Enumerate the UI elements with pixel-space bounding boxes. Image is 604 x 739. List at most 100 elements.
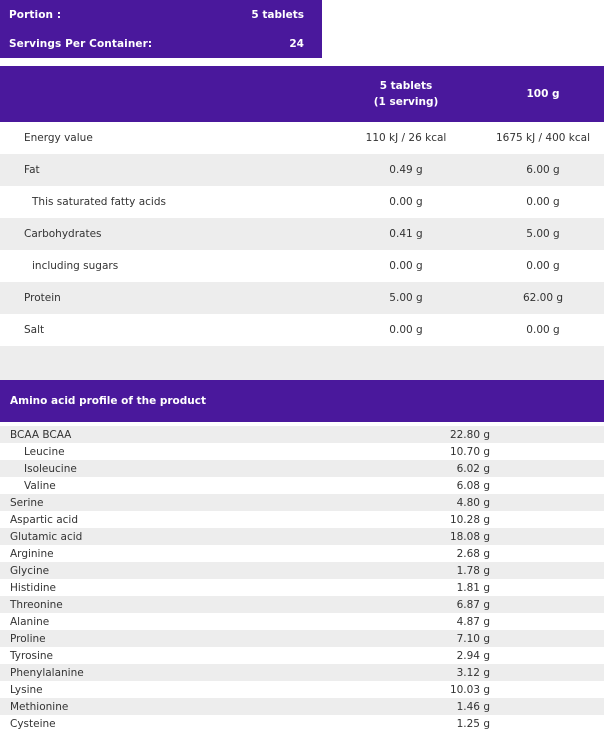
- amino-acid-name: Histidine: [10, 581, 57, 594]
- column-header-per-100g: 100 g: [482, 66, 604, 122]
- amino-acid-row: Leucine 10.70 g: [0, 443, 604, 460]
- amino-acid-row: Methionine 1.46 g: [0, 698, 604, 715]
- column-header-serving-line2: (1 serving): [373, 96, 439, 108]
- nutrition-row-name: including sugars: [32, 260, 119, 272]
- amino-acid-value: 2.94 g: [456, 649, 490, 662]
- amino-acid-value: 3.12 g: [456, 666, 490, 679]
- nutrition-row: Fat 0.49 g 6.00 g: [0, 154, 604, 186]
- amino-acid-section-header: Amino acid profile of the product: [0, 380, 604, 422]
- amino-acid-name: Isoleucine: [24, 462, 77, 475]
- nutrition-row-value-per-100g: 0.00 g: [526, 196, 560, 208]
- portion-summary-block: Portion : 5 tablets Servings Per Contain…: [0, 0, 322, 58]
- nutrition-row-value-per-serving: 0.49 g: [389, 164, 423, 176]
- nutrition-row-value-per-100g: 0.00 g: [526, 324, 560, 336]
- nutrition-row: Salt 0.00 g 0.00 g: [0, 314, 604, 346]
- nutrition-row-value-per-100g: 6.00 g: [526, 164, 560, 176]
- amino-acid-row: Threonine 6.87 g: [0, 596, 604, 613]
- amino-acid-row: Serine 4.80 g: [0, 494, 604, 511]
- amino-acid-value: 7.10 g: [456, 632, 490, 645]
- nutrition-row-name: Salt: [24, 324, 45, 336]
- amino-acid-value: 6.08 g: [456, 479, 490, 492]
- amino-acid-value: 1.81 g: [456, 581, 490, 594]
- servings-per-container-value: 24: [289, 37, 304, 50]
- nutrition-row: including sugars 0.00 g 0.00 g: [0, 250, 604, 282]
- amino-acid-name: Glutamic acid: [10, 530, 83, 543]
- nutrition-row: Energy value 110 kJ / 26 kcal 1675 kJ / 40…: [0, 122, 604, 154]
- amino-acid-value: 4.87 g: [456, 615, 490, 628]
- amino-acid-row: Proline 7.10 g: [0, 630, 604, 647]
- servings-per-container-label: Servings Per Container:: [9, 37, 153, 50]
- nutrition-row-value-per-serving: 5.00 g: [389, 292, 423, 304]
- portion-label: Portion :: [9, 8, 62, 21]
- amino-acid-value: 1.25 g: [456, 717, 490, 730]
- amino-acid-row: Tyrosine 2.94 g: [0, 647, 604, 664]
- nutrition-row-name: This saturated fatty acids: [32, 196, 166, 208]
- section-spacer: [0, 346, 604, 380]
- nutrition-row: This saturated fatty acids 0.00 g 0.00 g: [0, 186, 604, 218]
- column-header-serving: 5 tablets (1 serving): [330, 66, 482, 122]
- amino-acid-row: Cysteine 1.25 g: [0, 715, 604, 732]
- amino-acid-row: Isoleucine 6.02 g: [0, 460, 604, 477]
- nutrition-row: Protein 5.00 g 62.00 g: [0, 282, 604, 314]
- nutrition-row-name: Energy value: [24, 132, 93, 144]
- nutrition-row-value-per-serving: 0.00 g: [389, 324, 423, 336]
- amino-acid-row: Phenylalanine 3.12 g: [0, 664, 604, 681]
- amino-acid-name: Arginine: [10, 547, 54, 560]
- amino-acid-row: Valine 6.08 g: [0, 477, 604, 494]
- nutrition-row-value-per-serving: 0.00 g: [389, 260, 423, 272]
- amino-acid-row: Aspartic acid 10.28 g: [0, 511, 604, 528]
- amino-acid-row: Alanine 4.87 g: [0, 613, 604, 630]
- amino-acid-name: Proline: [10, 632, 46, 645]
- nutrition-row-name: Fat: [24, 164, 40, 176]
- amino-acid-value: 10.70 g: [449, 445, 490, 458]
- amino-acid-value: 1.46 g: [456, 700, 490, 713]
- amino-acid-value: 2.68 g: [456, 547, 490, 560]
- nutrition-row-value-per-serving: 110 kJ / 26 kcal: [365, 132, 447, 144]
- nutrition-row-value-per-100g: 1675 kJ / 400 kcal: [495, 132, 591, 144]
- nutrition-row-value-per-serving: 0.00 g: [389, 196, 423, 208]
- amino-acid-row: Arginine 2.68 g: [0, 545, 604, 562]
- nutrition-row: Carbohydrates 0.41 g 5.00 g: [0, 218, 604, 250]
- amino-acid-name: Serine: [10, 496, 44, 509]
- amino-acid-name: Tyrosine: [10, 649, 54, 662]
- nutrition-row-value-per-100g: 0.00 g: [526, 260, 560, 272]
- amino-acid-row: Glutamic acid 18.08 g: [0, 528, 604, 545]
- amino-acid-value: 10.28 g: [449, 513, 490, 526]
- amino-acid-value: 6.02 g: [456, 462, 490, 475]
- amino-acid-value: 18.08 g: [449, 530, 490, 543]
- amino-acid-value: 6.87 g: [456, 598, 490, 611]
- amino-acid-section-title: Amino acid profile of the product: [10, 395, 207, 407]
- servings-per-container-row: Servings Per Container: 24: [0, 29, 322, 58]
- amino-acid-name: Aspartic acid: [10, 513, 79, 526]
- amino-acid-name: Leucine: [24, 445, 65, 458]
- amino-acid-name: BCAA BCAA: [10, 428, 72, 441]
- column-header-per-100g-line1: 100 g: [526, 88, 560, 100]
- portion-row: Portion : 5 tablets: [0, 0, 322, 29]
- amino-acid-row: Histidine 1.81 g: [0, 579, 604, 596]
- amino-acid-value: 10.03 g: [449, 683, 490, 696]
- amino-acid-table-body: BCAA BCAA 22.80 g Leucine 10.70 g Isoleucine…: [0, 426, 604, 732]
- nutrition-row-name: Carbohydrates: [24, 228, 102, 240]
- amino-acid-name: Methionine: [10, 700, 69, 713]
- column-header-serving-line1: 5 tablets: [379, 80, 433, 92]
- amino-acid-row: BCAA BCAA 22.80 g: [0, 426, 604, 443]
- amino-acid-value: 22.80 g: [449, 428, 490, 441]
- nutrition-row-name: Protein: [24, 292, 61, 304]
- nutrition-table-body: Energy value 110 kJ / 26 kcal 1675 kJ / 40…: [0, 122, 604, 346]
- amino-acid-name: Alanine: [10, 615, 50, 628]
- amino-acid-name: Threonine: [10, 598, 63, 611]
- amino-acid-name: Cysteine: [10, 717, 56, 730]
- column-header-name-cell: [0, 66, 330, 122]
- amino-acid-name: Glycine: [10, 564, 50, 577]
- nutrition-row-value-per-serving: 0.41 g: [389, 228, 423, 240]
- nutrition-row-value-per-100g: 62.00 g: [522, 292, 564, 304]
- amino-acid-value: 4.80 g: [456, 496, 490, 509]
- table-column-header: 5 tablets (1 serving) 100 g: [0, 66, 604, 122]
- portion-value: 5 tablets: [251, 8, 304, 21]
- amino-acid-name: Valine: [24, 479, 56, 492]
- amino-acid-name: Lysine: [10, 683, 43, 696]
- amino-acid-row: Glycine 1.78 g: [0, 562, 604, 579]
- amino-acid-value: 1.78 g: [456, 564, 490, 577]
- amino-acid-name: Phenylalanine: [10, 666, 84, 679]
